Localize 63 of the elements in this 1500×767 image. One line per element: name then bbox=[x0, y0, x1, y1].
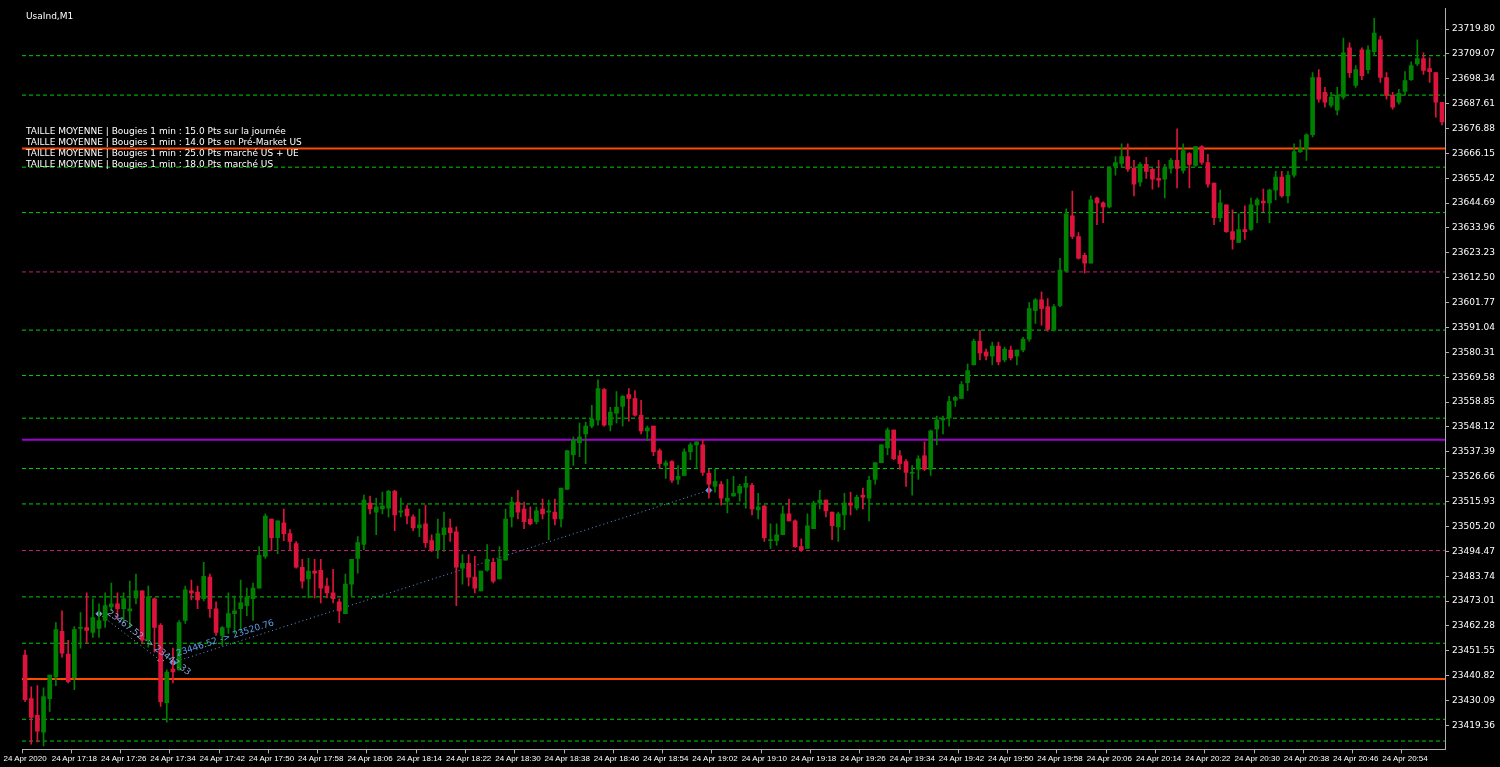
y-tick-label: 23430.09 bbox=[1452, 694, 1496, 705]
y-tick-label: 23633.96 bbox=[1452, 222, 1496, 233]
x-tick-label: 24 Apr 19:58 bbox=[1037, 754, 1084, 764]
y-tick-label: 23569.58 bbox=[1452, 371, 1496, 382]
x-tick-label: 24 Apr 17:42 bbox=[199, 754, 246, 764]
x-tick-label: 24 Apr 18:06 bbox=[347, 754, 394, 764]
y-tick-label: 23505.20 bbox=[1452, 520, 1496, 531]
chart-title: UsaInd,M1 bbox=[26, 10, 74, 21]
x-tick-label: 24 Apr 19:18 bbox=[790, 754, 837, 764]
y-tick-label: 23655.42 bbox=[1452, 172, 1496, 183]
x-tick-label: 24 Apr 17:18 bbox=[51, 754, 98, 764]
x-tick-label: 24 Apr 19:50 bbox=[988, 754, 1034, 764]
x-tick-label: 24 Apr 17:50 bbox=[248, 754, 295, 764]
annotation: TAILLE MOYENNE | Bougies 1 min : 14.0 Pts en Pré-Market US bbox=[25, 136, 303, 147]
x-tick-label: 24 Apr 20:46 bbox=[1333, 754, 1379, 764]
y-tick-label: 23462.28 bbox=[1452, 620, 1496, 631]
y-tick-label: 23591.04 bbox=[1452, 321, 1496, 332]
y-tick-label: 23483.74 bbox=[1452, 570, 1496, 581]
y-tick-label: 23666.15 bbox=[1452, 147, 1496, 158]
y-tick-label: 23687.61 bbox=[1452, 97, 1496, 108]
y-tick-label: 23440.82 bbox=[1452, 669, 1496, 680]
x-tick-label: 24 Apr 20:38 bbox=[1283, 754, 1330, 764]
x-tick-label: 24 Apr 19:26 bbox=[840, 754, 887, 764]
y-tick-label: 23612.50 bbox=[1452, 272, 1496, 283]
y-tick-label: 23419.36 bbox=[1452, 719, 1496, 730]
x-tick-label: 24 Apr 18:22 bbox=[445, 754, 492, 764]
x-tick-label: 24 Apr 18:46 bbox=[593, 754, 640, 764]
x-tick-label: 24 Apr 18:30 bbox=[495, 754, 542, 764]
y-tick-label: 23494.47 bbox=[1452, 545, 1496, 556]
y-tick-label: 23451.55 bbox=[1452, 645, 1496, 656]
y-tick-label: 23558.85 bbox=[1452, 396, 1496, 407]
x-tick-label: 24 Apr 19:02 bbox=[692, 754, 739, 764]
annotation: TAILLE MOYENNE | Bougies 1 min : 18.0 Pts marché US bbox=[25, 158, 274, 169]
y-tick-label: 23709.07 bbox=[1452, 48, 1496, 59]
annotation: TAILLE MOYENNE | Bougies 1 min : 15.0 Pts sur la journée bbox=[25, 125, 287, 136]
x-tick-label: 24 Apr 18:54 bbox=[643, 754, 689, 764]
y-tick-label: 23526.66 bbox=[1452, 471, 1496, 482]
x-tick-label: 24 Apr 20:14 bbox=[1135, 754, 1182, 764]
y-tick-label: 23644.69 bbox=[1452, 197, 1496, 208]
x-tick-label: 24 Apr 20:06 bbox=[1086, 754, 1133, 764]
y-tick-label: 23601.77 bbox=[1452, 296, 1496, 307]
y-tick-label: 23719.80 bbox=[1452, 23, 1496, 34]
x-tick-label: 24 Apr 20:54 bbox=[1382, 754, 1429, 764]
y-tick-label: 23623.23 bbox=[1452, 247, 1496, 258]
annotation: TAILLE MOYENNE | Bougies 1 min : 25.0 Pts marché US + UE bbox=[25, 147, 300, 158]
x-tick-label: 24 Apr 2020 bbox=[3, 754, 48, 764]
x-tick-label: 24 Apr 20:22 bbox=[1185, 754, 1232, 764]
y-tick-label: 23537.39 bbox=[1452, 446, 1496, 457]
y-tick-label: 23515.93 bbox=[1452, 495, 1496, 506]
x-tick-label: 24 Apr 18:14 bbox=[396, 754, 443, 764]
x-tick-label: 24 Apr 17:26 bbox=[100, 754, 147, 764]
x-tick-label: 24 Apr 19:42 bbox=[938, 754, 985, 764]
x-tick-label: 24 Apr 17:58 bbox=[298, 754, 345, 764]
x-tick-label: 24 Apr 19:10 bbox=[741, 754, 788, 764]
x-tick-label: 24 Apr 20:30 bbox=[1234, 754, 1281, 764]
x-tick-label: 24 Apr 19:34 bbox=[889, 754, 936, 764]
y-tick-label: 23580.31 bbox=[1452, 346, 1496, 357]
y-tick-label: 23473.01 bbox=[1452, 595, 1496, 606]
y-tick-label: 23548.12 bbox=[1452, 421, 1496, 432]
y-tick-label: 23698.34 bbox=[1452, 73, 1496, 84]
x-tick-label: 24 Apr 17:34 bbox=[150, 754, 197, 764]
x-tick-label: 24 Apr 18:38 bbox=[544, 754, 591, 764]
y-tick-label: 23676.88 bbox=[1452, 122, 1496, 133]
